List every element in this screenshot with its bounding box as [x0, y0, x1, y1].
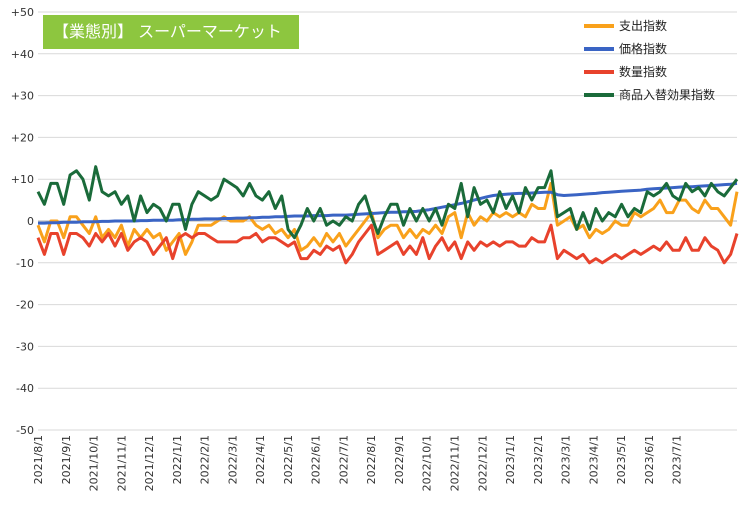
- y-tick-label: +20: [11, 131, 34, 144]
- x-tick-label: 2023/6/1: [643, 435, 656, 484]
- legend-label-spending: 支出指数: [619, 19, 668, 33]
- legend-swatch-product-replacement: [584, 92, 614, 97]
- x-tick-label: 2022/4/1: [254, 435, 267, 484]
- legend: 支出指数 価格指数 数量指数 商品入替効果指数: [584, 14, 715, 106]
- x-tick-label: 2023/7/1: [671, 435, 684, 484]
- y-tick-label: +50: [11, 6, 34, 19]
- x-tick-label: 2022/2/1: [199, 435, 212, 484]
- x-tick-label: 2022/1/1: [171, 435, 184, 484]
- legend-swatch-price: [584, 46, 614, 51]
- series-lines: [36, 165, 739, 265]
- x-tick-label: 2022/12/1: [476, 435, 489, 491]
- y-tick-label: -10: [16, 257, 34, 270]
- x-tick-label: 2023/5/1: [615, 435, 628, 484]
- x-tick-label: 2022/10/1: [421, 435, 434, 491]
- y-tick-label: -40: [16, 382, 34, 395]
- series-line-0: [36, 181, 739, 256]
- series-line-3: [36, 165, 739, 240]
- y-tick-label: +10: [11, 173, 34, 186]
- x-tick-label: 2021/8/1: [32, 435, 45, 484]
- y-tick-label: -30: [16, 340, 34, 353]
- x-tick-label: 2022/3/1: [226, 435, 239, 484]
- legend-swatch-spending: [584, 23, 614, 28]
- y-tick-label: +30: [11, 90, 34, 103]
- x-tick-label: 2022/6/1: [310, 435, 323, 484]
- x-tick-label: 2022/9/1: [393, 435, 406, 484]
- x-tick-label: 2022/8/1: [365, 435, 378, 484]
- x-tick-label: 2021/12/1: [143, 435, 156, 491]
- x-tick-label: 2022/11/1: [449, 435, 462, 491]
- x-tick-label: 2022/7/1: [337, 435, 350, 484]
- chart-title: 【業態別】 スーパーマーケット: [43, 15, 299, 49]
- x-tick-label: 2021/10/1: [88, 435, 101, 491]
- x-tick-label: 2022/5/1: [282, 435, 295, 484]
- x-tick-label: 2021/11/1: [115, 435, 128, 491]
- x-tick-label: 2021/9/1: [60, 435, 73, 484]
- legend-label-quantity: 数量指数: [619, 65, 668, 79]
- x-tick-label: 2023/2/1: [532, 435, 545, 484]
- x-axis-ticks: 2021/8/1 2021/9/1 2021/10/1 2021/11/1 2021/1…: [32, 435, 684, 491]
- y-tick-label: 0: [27, 215, 34, 228]
- series-line-2: [36, 223, 739, 265]
- y-axis-ticks: +50 +40 +30 +20 +10 0 -10 -20 -30 -40 -50: [11, 6, 34, 437]
- y-tick-label: -20: [16, 299, 34, 312]
- legend-item-quantity: 数量指数: [584, 60, 715, 83]
- y-tick-label: +40: [11, 48, 34, 61]
- legend-item-spending: 支出指数: [584, 14, 715, 37]
- x-tick-label: 2023/3/1: [560, 435, 573, 484]
- x-tick-label: 2023/1/1: [504, 435, 517, 484]
- legend-item-product-replacement: 商品入替効果指数: [584, 83, 715, 106]
- legend-label-product-replacement: 商品入替効果指数: [619, 88, 716, 102]
- legend-label-price: 価格指数: [619, 42, 668, 56]
- legend-swatch-quantity: [584, 69, 614, 74]
- legend-item-price: 価格指数: [584, 37, 715, 60]
- y-tick-label: -50: [16, 424, 34, 437]
- x-tick-label: 2023/4/1: [587, 435, 600, 484]
